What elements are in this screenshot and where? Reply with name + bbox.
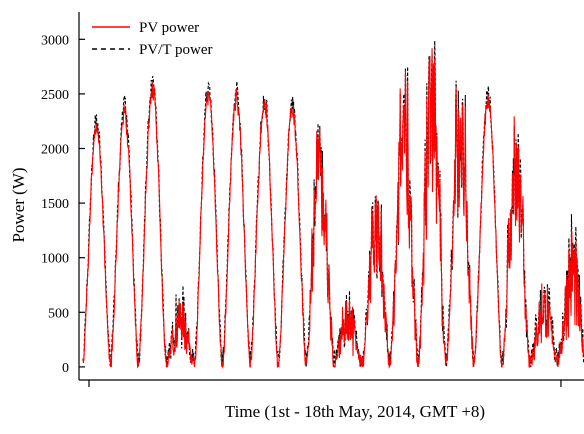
legend: PV power PV/T power — [92, 20, 212, 58]
series-layer — [82, 40, 584, 370]
series-line-pv — [82, 48, 584, 370]
plot-area — [82, 40, 584, 370]
series-line-pvt — [82, 40, 584, 368]
legend-label-pv: PV power — [139, 20, 199, 36]
y-tick-label: 0 — [62, 361, 69, 376]
y-tick-label: 1500 — [41, 197, 69, 212]
y-tick-label: 2000 — [41, 142, 69, 157]
y-tick-label: 1000 — [41, 252, 69, 267]
y-axis-title: Power (W) — [9, 167, 28, 242]
x-axis-title: Time (1st - 18th May, 2014, GMT +8) — [225, 402, 485, 421]
y-ticks: 0 500 1000 1500 2000 2500 3000 — [41, 33, 85, 376]
x-ticks — [88, 380, 562, 387]
y-tick-label: 2500 — [41, 88, 69, 103]
y-tick-label: 500 — [48, 306, 69, 321]
legend-label-pvt: PV/T power — [139, 42, 212, 58]
y-tick-label: 3000 — [41, 33, 69, 48]
